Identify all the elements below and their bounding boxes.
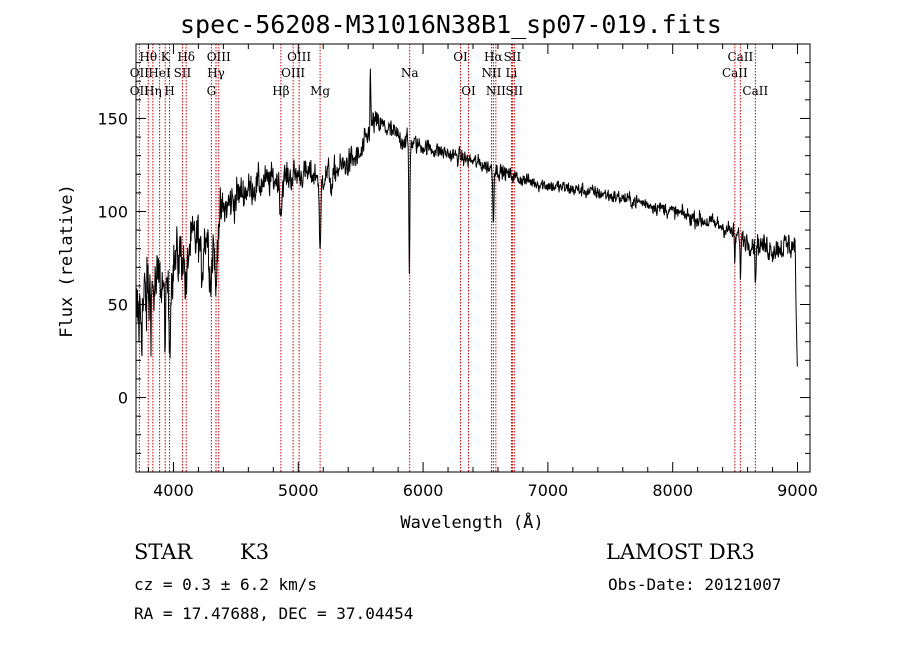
object-class: STAR — [134, 540, 193, 564]
spectral-line-label: OIII — [281, 66, 305, 80]
spectral-line-label: Hδ — [177, 50, 195, 64]
y-tick-label: 150 — [97, 109, 128, 128]
spectrum-line — [135, 68, 798, 367]
x-tick-label: 9000 — [777, 481, 818, 500]
spectral-line-label: Na — [401, 66, 419, 80]
spectral-line-label: OII — [130, 66, 150, 80]
spectral-line-label: Hγ — [207, 66, 225, 80]
spectral-line-label: HeI — [148, 66, 171, 80]
plot-frame — [135, 43, 811, 473]
spectral-line-label: H — [164, 84, 174, 98]
spectral-line-label: OII — [130, 84, 150, 98]
spectral-line-label: NII — [486, 84, 506, 98]
spectral-line-label: SII — [505, 84, 523, 98]
y-tick-label: 100 — [97, 202, 128, 221]
spectral-line-label: G — [207, 84, 217, 98]
object-subclass: K3 — [240, 540, 270, 564]
x-tick-label: 6000 — [403, 481, 444, 500]
spectral-line-label: K — [161, 50, 171, 64]
x-tick-label: 5000 — [278, 481, 319, 500]
spectral-line-label: SII — [504, 50, 522, 64]
x-axis-label: Wavelength (Å) — [400, 511, 543, 533]
observation-date: Obs-Date: 20121007 — [608, 575, 782, 594]
spectral-line-label: CaII — [727, 50, 753, 64]
spectral-line-label: Hα — [484, 50, 503, 64]
survey-name: LAMOST DR3 — [606, 540, 755, 564]
spectral-line-label: Hθ — [139, 50, 157, 64]
spectral-line-label: OIII — [207, 50, 231, 64]
chart-title: spec-56208-M31016N38B1_sp07-019.fits — [180, 10, 722, 39]
spectral-line-label: CaII — [722, 66, 748, 80]
spectral-line-label: OI — [453, 50, 468, 64]
spectral-line-label: CaII — [742, 84, 768, 98]
spectral-line-label: Hβ — [272, 84, 289, 98]
coordinates: RA = 17.47688, DEC = 37.04454 — [134, 604, 414, 623]
redshift-cz: cz = 0.3 ± 6.2 km/s — [134, 575, 318, 594]
y-tick-label: 0 — [118, 389, 128, 408]
x-tick-label: 8000 — [652, 481, 693, 500]
spectral-line-label: Hη — [144, 84, 162, 98]
y-tick-label: 50 — [108, 296, 128, 315]
spectral-line-label: SII — [174, 66, 192, 80]
spectral-line-label: OI — [461, 84, 476, 98]
y-axis-label: Flux (relative) — [57, 184, 77, 338]
spectral-line-label: OIII — [287, 50, 311, 64]
x-tick-label: 7000 — [528, 481, 569, 500]
x-tick-label: 4000 — [153, 481, 194, 500]
spectral-line-label: NII — [481, 66, 501, 80]
spectral-line-label: Mg — [310, 84, 330, 98]
spectral-line-label: Li — [506, 66, 518, 80]
